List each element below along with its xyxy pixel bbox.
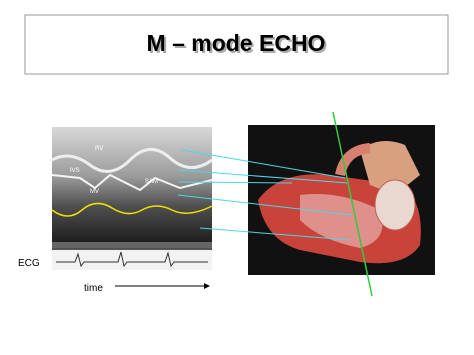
- title-shadow: M – mode ECHO: [149, 32, 328, 58]
- echo-label: SAM: [145, 179, 158, 185]
- echo-label: IVS: [70, 168, 80, 174]
- time-arrowhead: [204, 283, 210, 289]
- pointer-lines: [177, 149, 353, 241]
- echo-label: RV: [95, 146, 103, 152]
- echo-image: RV IVS MV SAM: [51, 127, 213, 270]
- echo-label: MV: [90, 189, 99, 195]
- title: M – mode ECHO: [147, 30, 326, 56]
- ecg-label: ECG: [18, 258, 40, 269]
- time-label: time: [84, 283, 103, 294]
- title-box: [24, 14, 449, 75]
- beam-line: [332, 111, 373, 297]
- heart-image: [248, 125, 435, 275]
